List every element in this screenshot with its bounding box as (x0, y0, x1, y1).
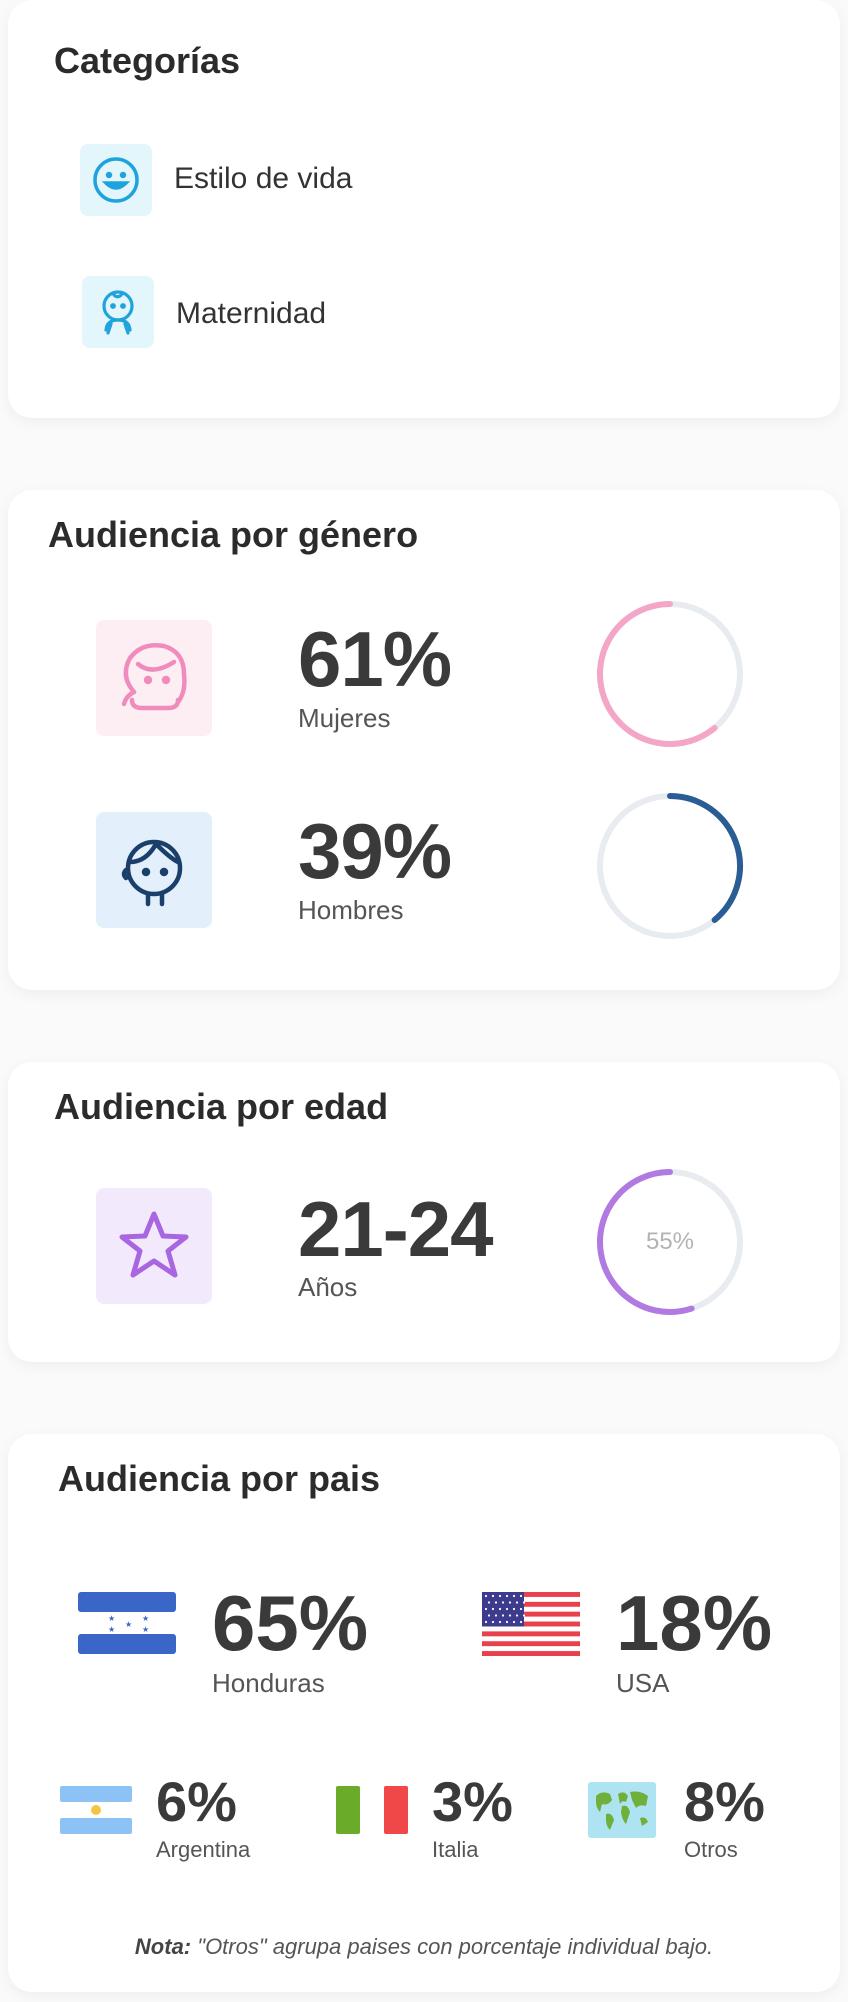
usa-flag-star (505, 1620, 509, 1624)
category-label: Maternidad (176, 297, 327, 330)
gender-title: Audiencia por género (48, 514, 419, 555)
usa-flag-star (494, 1614, 498, 1617)
usa-flag-star (519, 1607, 523, 1611)
svg-text:★: ★ (142, 1625, 149, 1634)
smiley-icon (80, 144, 152, 216)
italy-flag (336, 1786, 408, 1834)
usa-flag-star (519, 1620, 523, 1624)
age-ring-wrap: 55% (590, 1162, 750, 1322)
usa-flag-stripe (482, 1611, 580, 1617)
honduras-percentage: 65% (212, 1579, 369, 1667)
country-title: Audiencia por pais (58, 1458, 381, 1499)
usa-flag-star (512, 1594, 516, 1598)
women-label: Mujeres (298, 703, 391, 733)
age-title: Audiencia por edad (54, 1086, 389, 1127)
svg-text:★: ★ (142, 1614, 149, 1623)
usa-flag-star (498, 1620, 502, 1624)
usa-flag-stripe (482, 1626, 580, 1632)
italy-label: Italia (432, 1837, 479, 1862)
world-map-icon (588, 1782, 656, 1838)
svg-text:★: ★ (108, 1614, 115, 1623)
category-label: Estilo de vida (174, 162, 353, 195)
usa-flag-star (498, 1607, 502, 1611)
categories-title: Categorías (54, 40, 241, 81)
honduras-label: Honduras (212, 1668, 325, 1698)
star-icon (96, 1188, 212, 1304)
usa-flag-star (512, 1607, 516, 1611)
others-label: Otros (684, 1837, 738, 1862)
usa-flag-stripe (482, 1592, 580, 1598)
woman-icon (96, 620, 212, 736)
usa-flag-star (522, 1614, 526, 1617)
usa-flag-star (491, 1594, 495, 1598)
women-ring (597, 601, 743, 747)
argentina-percentage: 6% (156, 1770, 237, 1833)
honduras-flag: ★ ★ ★ ★ ★ (78, 1592, 176, 1654)
usa-flag-star (515, 1614, 519, 1617)
usa-flag-star (512, 1620, 516, 1624)
italy-percentage: 3% (432, 1770, 513, 1833)
usa-label: USA (616, 1668, 670, 1698)
usa-flag-star (484, 1594, 488, 1598)
usa-flag-stripe (482, 1601, 580, 1608)
country-note: Nota: "Otros" agrupa paises con porcenta… (0, 1934, 848, 1960)
age-ring (597, 1169, 743, 1315)
usa-flag-star (508, 1614, 512, 1617)
usa-flag-star (498, 1594, 502, 1598)
age-card: Audiencia por edad 21-24 Años 55% (8, 1062, 840, 1362)
age-ring-label: 55% (645, 1228, 695, 1255)
age-range: 21-24 (298, 1185, 493, 1273)
argentina-label: Argentina (156, 1837, 251, 1862)
usa-flag-star (515, 1601, 519, 1604)
usa-flag-stripe (482, 1616, 580, 1622)
usa-flag-star (505, 1607, 509, 1611)
men-label: Hombres (298, 895, 404, 925)
ring-progress (667, 793, 743, 923)
usa-flag-stripe (482, 1621, 580, 1627)
usa-flag-star (491, 1607, 495, 1611)
usa-flag-stripe (482, 1646, 580, 1652)
country-card: Audiencia por pais ★ ★ ★ ★ ★ 65% Hondura… (8, 1434, 840, 1992)
usa-flag-star (501, 1601, 505, 1604)
others-percentage: 8% (684, 1770, 765, 1833)
usa-flag-star (487, 1614, 491, 1617)
usa-flag-stripe (482, 1641, 580, 1647)
argentina-flag (60, 1786, 132, 1834)
usa-percentage: 18% (616, 1579, 773, 1667)
usa-flag-stripe (482, 1631, 580, 1637)
man-icon (96, 812, 212, 928)
ring-progress (597, 601, 718, 747)
usa-flag-star (484, 1620, 488, 1624)
usa-flag-star (487, 1601, 491, 1604)
svg-text:★: ★ (125, 1620, 132, 1629)
note-label: Nota: (134, 1934, 192, 1959)
women-percentage: 61% (298, 615, 452, 703)
ring-progress (597, 1169, 695, 1315)
usa-flag-stripe (482, 1606, 580, 1612)
svg-text:★: ★ (108, 1625, 115, 1634)
note-text: "Otros" agrupa paises con porcentaje ind… (191, 1934, 714, 1959)
usa-flag-canton (482, 1592, 524, 1627)
baby-icon (82, 276, 154, 348)
usa-flag-star (484, 1607, 488, 1611)
usa-flag-stripe (482, 1596, 580, 1603)
usa-flag (482, 1592, 580, 1656)
categories-card: Categorías Estilo de vida (8, 0, 840, 418)
age-label: Años (298, 1272, 358, 1302)
usa-flag-star (519, 1594, 523, 1598)
usa-flag-star (494, 1601, 498, 1604)
usa-flag-stripe (482, 1651, 580, 1656)
usa-flag-star (522, 1601, 526, 1604)
usa-flag-star (501, 1614, 505, 1617)
men-ring (597, 793, 743, 939)
usa-flag-star (508, 1601, 512, 1604)
usa-flag-stripe (482, 1636, 580, 1642)
usa-flag-star (491, 1620, 495, 1624)
usa-flag-star (505, 1594, 509, 1598)
men-percentage: 39% (298, 807, 452, 895)
gender-card: Audiencia por género 61% Mujeres (8, 490, 840, 990)
